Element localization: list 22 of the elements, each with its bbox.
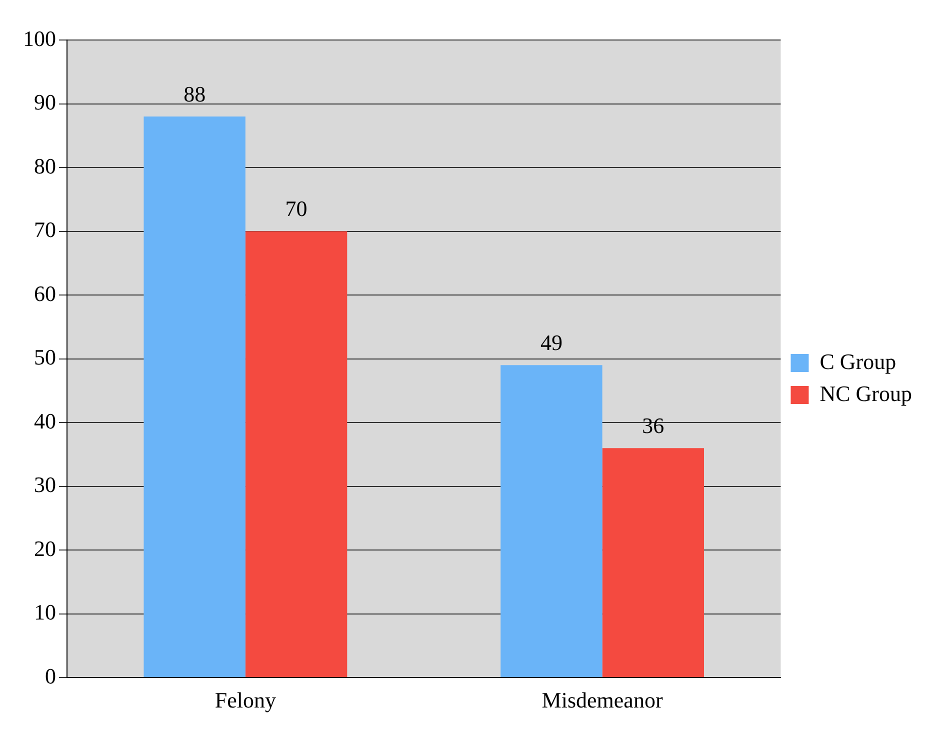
legend-label: NC Group xyxy=(820,380,912,406)
y-tick-label: 0 xyxy=(45,663,56,688)
bar xyxy=(602,448,704,678)
y-tick-label: 50 xyxy=(34,344,56,370)
y-tick-label: 90 xyxy=(34,90,56,115)
data-label: 49 xyxy=(540,330,562,355)
y-tick-label: 20 xyxy=(34,536,56,561)
y-tick-label: 30 xyxy=(34,472,56,498)
data-label: 70 xyxy=(285,196,308,222)
x-tick-label: Felony xyxy=(214,688,276,713)
bar xyxy=(245,231,348,678)
x-tick-label: Misdemeanor xyxy=(542,688,664,713)
y-tick-label: 10 xyxy=(34,600,56,625)
data-label: 88 xyxy=(184,81,206,106)
y-tick-label: 80 xyxy=(34,153,56,178)
bar xyxy=(144,116,246,678)
y-tick-label: 60 xyxy=(34,280,56,306)
y-tick-label: 40 xyxy=(34,408,56,434)
y-tick-label: 70 xyxy=(34,217,56,242)
bar xyxy=(500,365,602,678)
y-tick-label: 100 xyxy=(23,26,56,51)
legend-label: C Group xyxy=(820,348,896,374)
